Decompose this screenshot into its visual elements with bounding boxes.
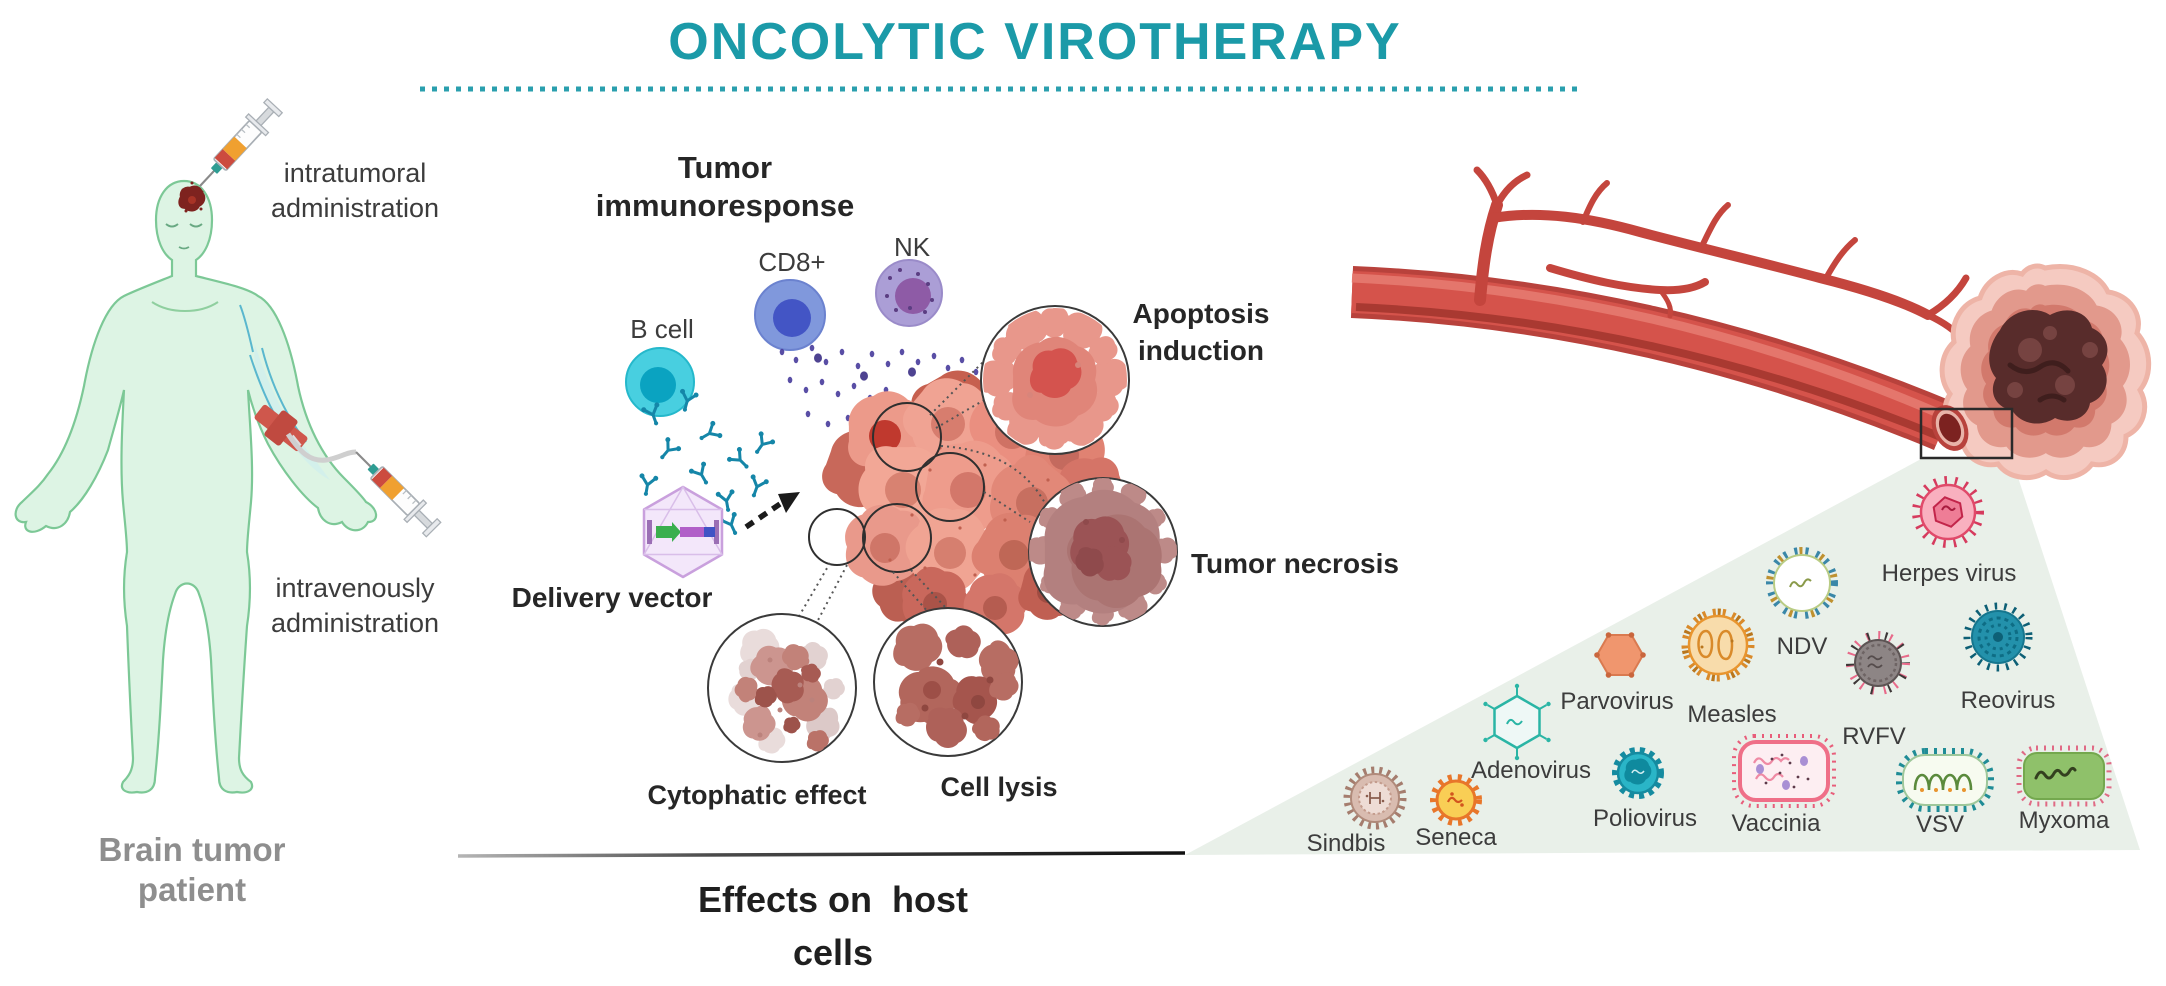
herpes-virus-icon [1912, 476, 1984, 548]
mouth [178, 246, 190, 250]
closed-eyes [165, 223, 203, 228]
tumor-necrosis-label: Tumor necrosis [1191, 548, 1399, 579]
effects-on-host-caption-line2: cells [792, 932, 874, 973]
sindbis-label: Sindbis [1306, 830, 1386, 857]
vessel-opening [1931, 405, 1969, 451]
b-cell-icon [625, 347, 695, 417]
seneca-label: Seneca [1415, 824, 1497, 851]
infection-arrow [744, 492, 800, 530]
adenovirus-icon [1483, 683, 1551, 761]
vsv-label: VSV [1915, 811, 1965, 838]
blood-vessel [1350, 166, 1970, 450]
measles-virus-icon [1681, 608, 1755, 682]
sindbis-virus-icon [1343, 766, 1407, 830]
ndv-label: NDV [1776, 633, 1828, 660]
seneca-virus-icon [1430, 774, 1482, 826]
delivery-vector-label: Delivery vector [511, 582, 713, 613]
rvfv-label: RVFV [1842, 723, 1906, 750]
vessel-branches [1473, 166, 1970, 344]
iv-tube [285, 432, 357, 463]
reovirus-icon [1963, 602, 2033, 672]
effects-divider-line [457, 851, 1186, 858]
intravenous-administration-label: intravenously administration [270, 573, 440, 638]
magnified-region-circles [808, 402, 985, 573]
ndv-virus-icon [1766, 547, 1838, 619]
herpes-virus-label: Herpes virus [1881, 560, 2017, 587]
delivery-vector-icon [642, 485, 724, 579]
b-cell-label: B cell [630, 314, 694, 344]
tumor-necrosis-circle [1028, 477, 1178, 627]
vaccinia-label: Vaccinia [1731, 810, 1821, 837]
zoom-region-square [1919, 407, 2014, 460]
adenovirus-label: Adenovirus [1470, 757, 1592, 784]
poliovirus-icon [1612, 747, 1664, 799]
cd8-t-cell-icon [754, 279, 826, 351]
tumor-illustration [1939, 263, 2152, 481]
myxoma-label: Myxoma [2018, 807, 2110, 834]
cytopathic-effect-label: Cytophatic effect [647, 780, 867, 810]
apoptosis-induction-label: Apoptosis induction [1132, 298, 1270, 366]
collarbone-line [151, 301, 219, 312]
measles-label: Measles [1687, 701, 1777, 728]
cell-lysis-circle [873, 607, 1023, 757]
vaccinia-virus-icon [1732, 734, 1836, 808]
rvfv-virus-icon [1846, 631, 1910, 695]
intratumoral-administration-label: intratumoral administration [270, 158, 440, 223]
parvovirus-label: Parvovirus [1560, 688, 1674, 715]
brain-tumor-patient-caption: Brain tumor patient [98, 831, 286, 908]
cell-lysis-label: Cell lysis [940, 772, 1058, 802]
apoptosis-circle [980, 305, 1130, 455]
brain-tumor-spot [178, 181, 206, 213]
tumor-immunoresponse-heading: Tumor immunoresponse [595, 150, 855, 223]
effects-on-host-caption-line1: Effects on host [697, 879, 969, 920]
cd8-label: CD8+ [758, 247, 826, 277]
nk-label: NK [893, 232, 931, 262]
poliovirus-label: Poliovirus [1592, 805, 1698, 832]
dotted-connector-lines [797, 359, 1047, 625]
myxoma-virus-icon [2016, 745, 2112, 807]
vsv-virus-icon [1896, 748, 1994, 812]
patient-figure [14, 179, 378, 794]
page-title: ONCOLYTIC VIROTHERAPY [668, 13, 1402, 71]
reovirus-label: Reovirus [1960, 687, 2056, 714]
parvovirus-icon [1594, 632, 1646, 678]
virus-panel-fan [1185, 459, 2140, 855]
nk-cell-icon [875, 259, 943, 327]
cytopathic-effect-circle [707, 613, 857, 763]
